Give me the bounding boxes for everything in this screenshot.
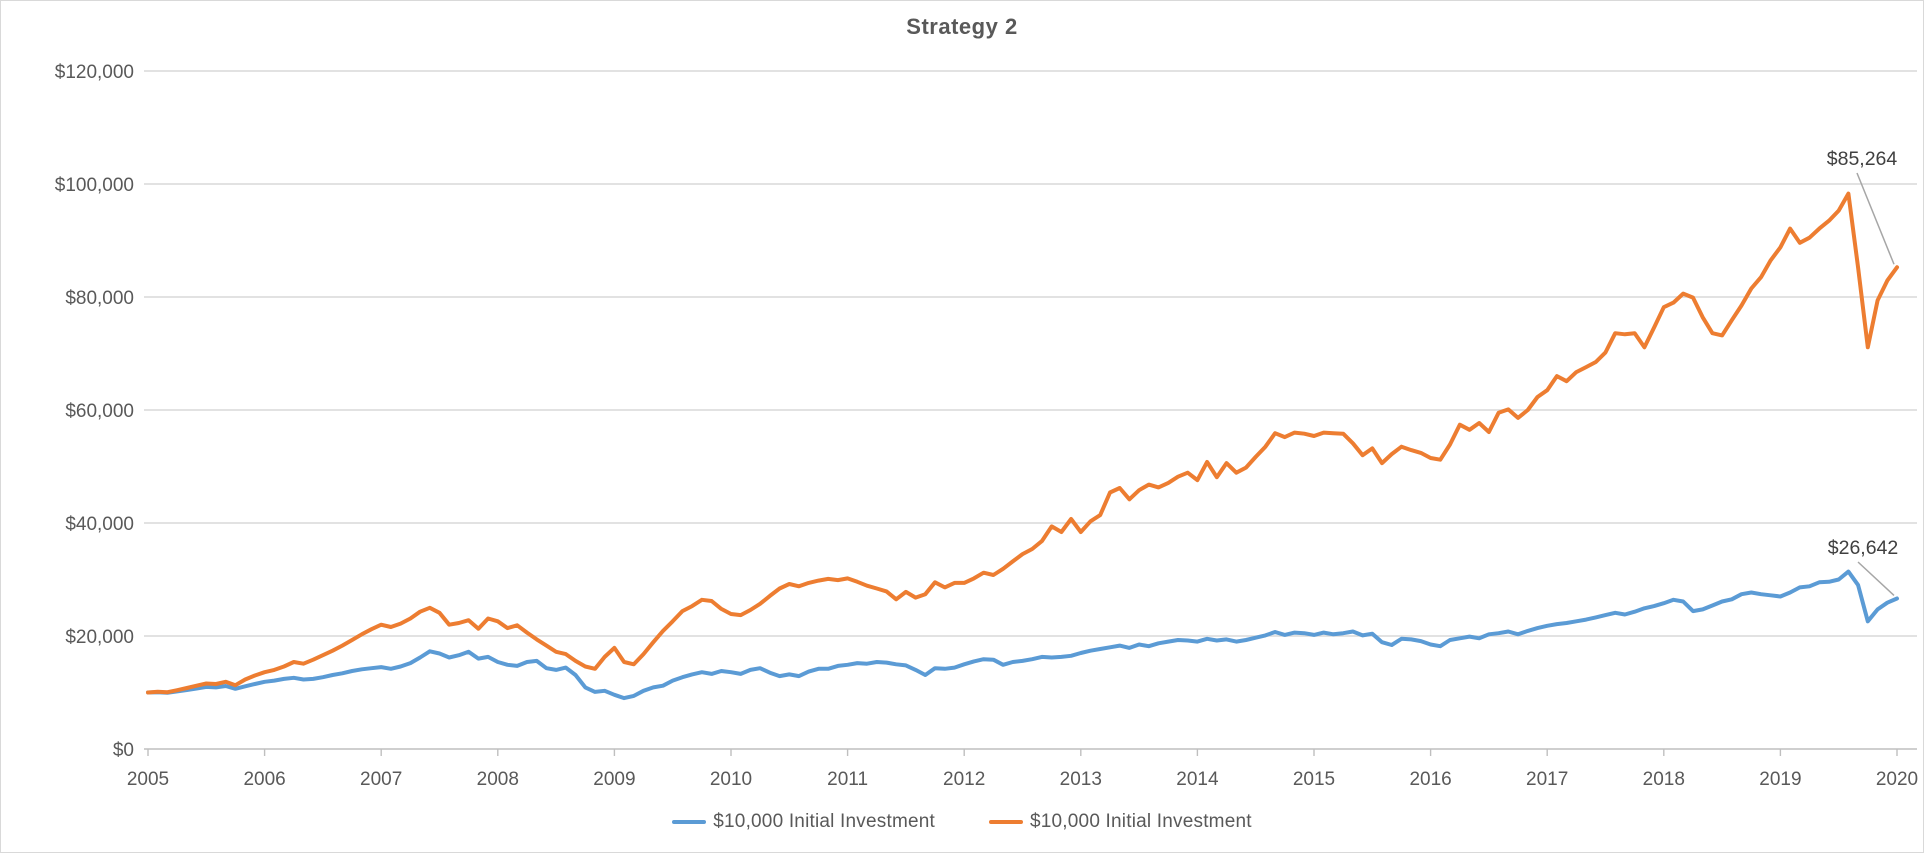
legend-swatch-orange xyxy=(989,819,1023,825)
x-axis-label-2018: 2018 xyxy=(1643,769,1685,790)
legend-label-series-2: $10,000 Initial Investment xyxy=(1030,811,1252,832)
x-axis-label-2005: 2005 xyxy=(127,769,169,790)
x-axis-label-2019: 2019 xyxy=(1759,769,1801,790)
series-line-orange[interactable] xyxy=(146,191,1899,695)
leader-line-blue xyxy=(1857,561,1895,597)
x-axis-label-2013: 2013 xyxy=(1060,769,1102,790)
y-axis-label-$120,000: $120,000 xyxy=(55,62,134,83)
legend-item-series-1[interactable]: $10,000 Initial Investment xyxy=(672,811,935,833)
y-axis-label-$0: $0 xyxy=(113,740,134,761)
x-axis-label-2017: 2017 xyxy=(1526,769,1568,790)
y-axis-label-$80,000: $80,000 xyxy=(65,288,134,309)
legend-swatch-blue xyxy=(672,819,707,825)
x-axis-label-2016: 2016 xyxy=(1409,769,1451,790)
x-axis-label-2020: 2020 xyxy=(1876,769,1918,790)
x-axis-label-2010: 2010 xyxy=(710,769,752,790)
x-axis-label-2008: 2008 xyxy=(477,769,519,790)
leader-line-orange xyxy=(1856,172,1895,265)
x-axis-label-2012: 2012 xyxy=(943,769,985,790)
x-axis-label-2007: 2007 xyxy=(360,769,402,790)
x-axis-label-2009: 2009 xyxy=(593,769,635,790)
y-axis-label-$20,000: $20,000 xyxy=(65,627,134,648)
legend-label-series-1: $10,000 Initial Investment xyxy=(713,811,935,832)
legend-item-series-2[interactable]: $10,000 Initial Investment xyxy=(989,811,1252,833)
x-axis-label-2014: 2014 xyxy=(1176,769,1219,790)
y-axis-label-$60,000: $60,000 xyxy=(65,401,134,422)
legend: $10,000 Initial Investment $10,000 Initi… xyxy=(1,807,1923,837)
series-end-label-orange: $85,264 xyxy=(1827,148,1898,170)
series-line-blue[interactable] xyxy=(146,569,1899,701)
chart-title: Strategy 2 xyxy=(906,14,1018,39)
y-axis-label-$100,000: $100,000 xyxy=(55,175,134,196)
x-axis-label-2015: 2015 xyxy=(1293,769,1335,790)
y-axis-label-$40,000: $40,000 xyxy=(65,514,134,535)
x-axis-label-2006: 2006 xyxy=(243,769,285,790)
x-axis-label-2011: 2011 xyxy=(827,769,868,790)
series-end-label-blue: $26,642 xyxy=(1828,537,1899,559)
